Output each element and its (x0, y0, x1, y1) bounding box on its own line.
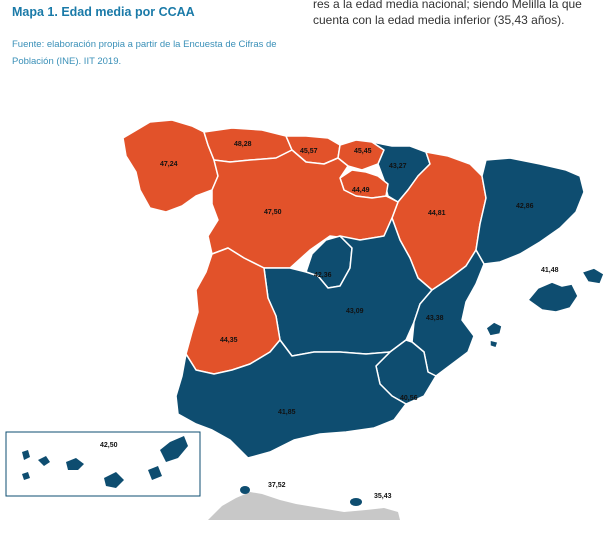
label-extremadura: 44,35 (220, 337, 238, 344)
africa-coast (208, 492, 400, 520)
label-ceuta: 37,52 (268, 482, 286, 489)
region-comunidad-valenciana[interactable] (411, 249, 485, 377)
label-navarra: 43,27 (389, 163, 407, 170)
region-canarias[interactable] (22, 436, 188, 488)
label-aragon: 44,81 (428, 210, 446, 217)
canarias-inset (5, 431, 201, 497)
label-asturias: 48,28 (234, 141, 252, 148)
label-illes-balears: 41,48 (541, 267, 559, 274)
label-murcia: 40,56 (400, 395, 418, 402)
map-title: Mapa 1. Edad media por CCAA (12, 5, 195, 19)
label-canarias: 42,50 (100, 442, 118, 449)
label-madrid: 42,36 (314, 272, 332, 279)
label-comunidad-valenciana: 43,38 (426, 315, 444, 322)
label-cantabria: 45,57 (300, 148, 318, 155)
label-castilla-la-mancha: 43,09 (346, 308, 364, 315)
region-melilla[interactable] (350, 498, 362, 506)
body-text-line-2: cuenta con la edad media inferior (35,43… (313, 13, 565, 27)
region-illes-balears[interactable] (485, 267, 605, 349)
body-text: res a la edad media nacional; siendo Mel… (313, 0, 609, 28)
label-cataluna: 42,86 (516, 203, 534, 210)
region-ceuta[interactable] (240, 486, 250, 494)
label-melilla: 35,43 (374, 493, 392, 500)
map-source: Fuente: elaboración propia a partir de l… (12, 39, 277, 67)
region-andalucia[interactable] (175, 339, 407, 459)
label-andalucia: 41,85 (278, 409, 296, 416)
label-pais-vasco: 45,45 (354, 148, 372, 155)
body-text-line-1: res a la edad media nacional; siendo Mel… (313, 0, 582, 11)
label-la-rioja: 44,49 (352, 187, 370, 194)
label-castilla-y-leon: 47,50 (264, 209, 282, 216)
label-galicia: 47,24 (160, 161, 178, 168)
region-cataluna[interactable] (475, 157, 585, 265)
